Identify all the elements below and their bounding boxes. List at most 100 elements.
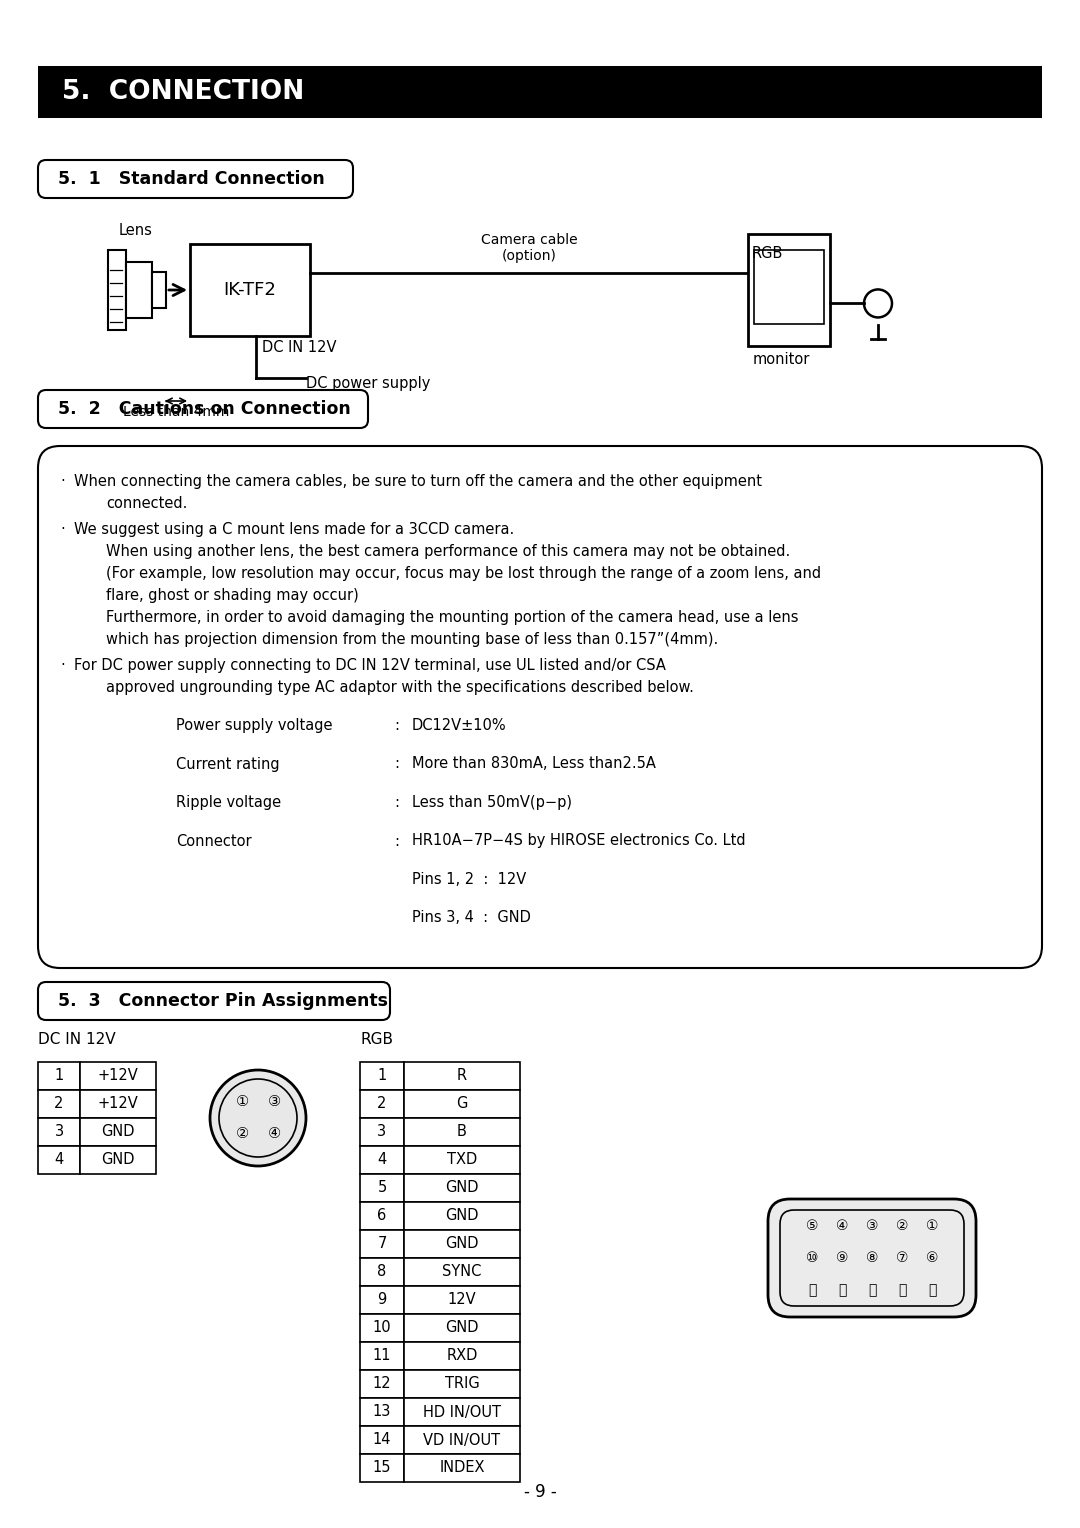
FancyBboxPatch shape	[768, 1199, 976, 1317]
Text: Lens: Lens	[119, 223, 153, 238]
Text: Less than 50mV(p−p): Less than 50mV(p−p)	[411, 795, 572, 810]
Text: ⑩: ⑩	[806, 1251, 819, 1265]
Text: 3: 3	[377, 1125, 387, 1140]
Text: 3: 3	[54, 1125, 64, 1140]
Bar	[360, 1314, 404, 1342]
Text: which has projection dimension from the mounting base of less than 0.157”(4mm).: which has projection dimension from the …	[106, 633, 718, 646]
Circle shape	[210, 1070, 306, 1166]
Text: +12V: +12V	[97, 1097, 138, 1111]
Bar	[404, 1203, 519, 1230]
Text: ①: ①	[926, 1219, 939, 1233]
Text: :: :	[394, 756, 399, 772]
Circle shape	[864, 289, 892, 318]
Text: RGB: RGB	[360, 1033, 393, 1048]
Text: G: G	[457, 1097, 468, 1111]
Text: HR10A−7P−4S by HIROSE electronics Co. Ltd: HR10A−7P−4S by HIROSE electronics Co. Lt…	[411, 833, 745, 848]
Text: DC power supply: DC power supply	[306, 376, 430, 391]
Bar	[152, 272, 166, 309]
Text: ⑬: ⑬	[868, 1284, 876, 1297]
Text: GND: GND	[102, 1152, 135, 1167]
Text: ⑨: ⑨	[836, 1251, 848, 1265]
Text: Less than 4mm: Less than 4mm	[123, 405, 229, 419]
Bar	[748, 234, 831, 345]
Text: 4: 4	[377, 1152, 387, 1167]
Text: - 9 -: - 9 -	[524, 1484, 556, 1500]
Bar	[126, 261, 152, 318]
Bar	[108, 251, 126, 330]
Text: 4: 4	[54, 1152, 64, 1167]
Text: Current rating: Current rating	[176, 756, 280, 772]
Text: :: :	[394, 718, 399, 733]
Text: ②: ②	[235, 1126, 248, 1141]
Text: ⑮: ⑮	[808, 1284, 816, 1297]
Text: 5.  1   Standard Connection: 5. 1 Standard Connection	[58, 170, 325, 188]
Text: monitor: monitor	[753, 351, 810, 367]
Bar	[404, 1287, 519, 1314]
Bar	[404, 1118, 519, 1146]
Text: Power supply voltage: Power supply voltage	[176, 718, 333, 733]
Bar	[360, 1230, 404, 1258]
Text: ①: ①	[235, 1094, 248, 1109]
Text: 7: 7	[377, 1236, 387, 1251]
Bar	[360, 1258, 404, 1287]
Text: :: :	[394, 795, 399, 810]
Text: VD IN/OUT: VD IN/OUT	[423, 1433, 500, 1447]
Text: ⑪: ⑪	[928, 1284, 936, 1297]
Text: HD IN/OUT: HD IN/OUT	[423, 1404, 501, 1420]
Bar	[404, 1398, 519, 1426]
Bar	[360, 1371, 404, 1398]
Bar	[360, 1174, 404, 1203]
Text: 14: 14	[373, 1433, 391, 1447]
Text: 1: 1	[377, 1068, 387, 1083]
Text: GND: GND	[445, 1209, 478, 1224]
Text: 5.  3   Connector Pin Assignments: 5. 3 Connector Pin Assignments	[58, 992, 388, 1010]
FancyBboxPatch shape	[38, 446, 1042, 969]
Text: ④: ④	[268, 1126, 281, 1141]
Bar	[404, 1455, 519, 1482]
Text: 5.  CONNECTION: 5. CONNECTION	[62, 79, 305, 105]
Bar	[360, 1118, 404, 1146]
FancyBboxPatch shape	[38, 390, 368, 428]
Text: DC IN 12V: DC IN 12V	[38, 1033, 116, 1048]
Text: When using another lens, the best camera performance of this camera may not be o: When using another lens, the best camera…	[106, 544, 791, 559]
Text: We suggest using a C mount lens made for a 3CCD camera.: We suggest using a C mount lens made for…	[75, 523, 514, 536]
FancyBboxPatch shape	[38, 983, 390, 1021]
Text: TRIG: TRIG	[445, 1377, 480, 1392]
Text: flare, ghost or shading may occur): flare, ghost or shading may occur)	[106, 588, 359, 604]
Bar	[360, 1089, 404, 1118]
Text: 15: 15	[373, 1461, 391, 1476]
Text: Connector: Connector	[176, 833, 252, 848]
Text: 13: 13	[373, 1404, 391, 1420]
Text: GND: GND	[445, 1181, 478, 1195]
Bar	[80, 1118, 156, 1146]
Text: (For example, low resolution may occur, focus may be lost through the range of a: (For example, low resolution may occur, …	[106, 565, 821, 581]
Text: When connecting the camera cables, be sure to turn off the camera and the other : When connecting the camera cables, be su…	[75, 474, 762, 489]
Circle shape	[789, 327, 804, 341]
Text: ⑤: ⑤	[806, 1219, 819, 1233]
Text: 11: 11	[373, 1349, 391, 1363]
Text: More than 830mA, Less than2.5A: More than 830mA, Less than2.5A	[411, 756, 656, 772]
Bar	[360, 1287, 404, 1314]
Bar	[404, 1062, 519, 1089]
Bar	[360, 1342, 404, 1371]
Text: Pins 1, 2  :  12V: Pins 1, 2 : 12V	[411, 872, 526, 886]
Bar	[80, 1146, 156, 1174]
Text: TXD: TXD	[447, 1152, 477, 1167]
Text: INDEX: INDEX	[440, 1461, 485, 1476]
Bar	[38, 1062, 80, 1089]
Text: 10: 10	[373, 1320, 391, 1335]
Text: ②: ②	[895, 1219, 908, 1233]
Text: :: :	[394, 833, 399, 848]
Text: ⑧: ⑧	[866, 1251, 878, 1265]
Text: GND: GND	[445, 1320, 478, 1335]
Text: ⑭: ⑭	[838, 1284, 847, 1297]
Bar	[360, 1455, 404, 1482]
Bar	[360, 1146, 404, 1174]
Text: GND: GND	[445, 1236, 478, 1251]
Text: DC IN 12V: DC IN 12V	[262, 341, 337, 354]
Bar	[38, 1146, 80, 1174]
Text: ③: ③	[866, 1219, 878, 1233]
Bar	[404, 1314, 519, 1342]
Text: 5: 5	[377, 1181, 387, 1195]
Text: GND: GND	[102, 1125, 135, 1140]
